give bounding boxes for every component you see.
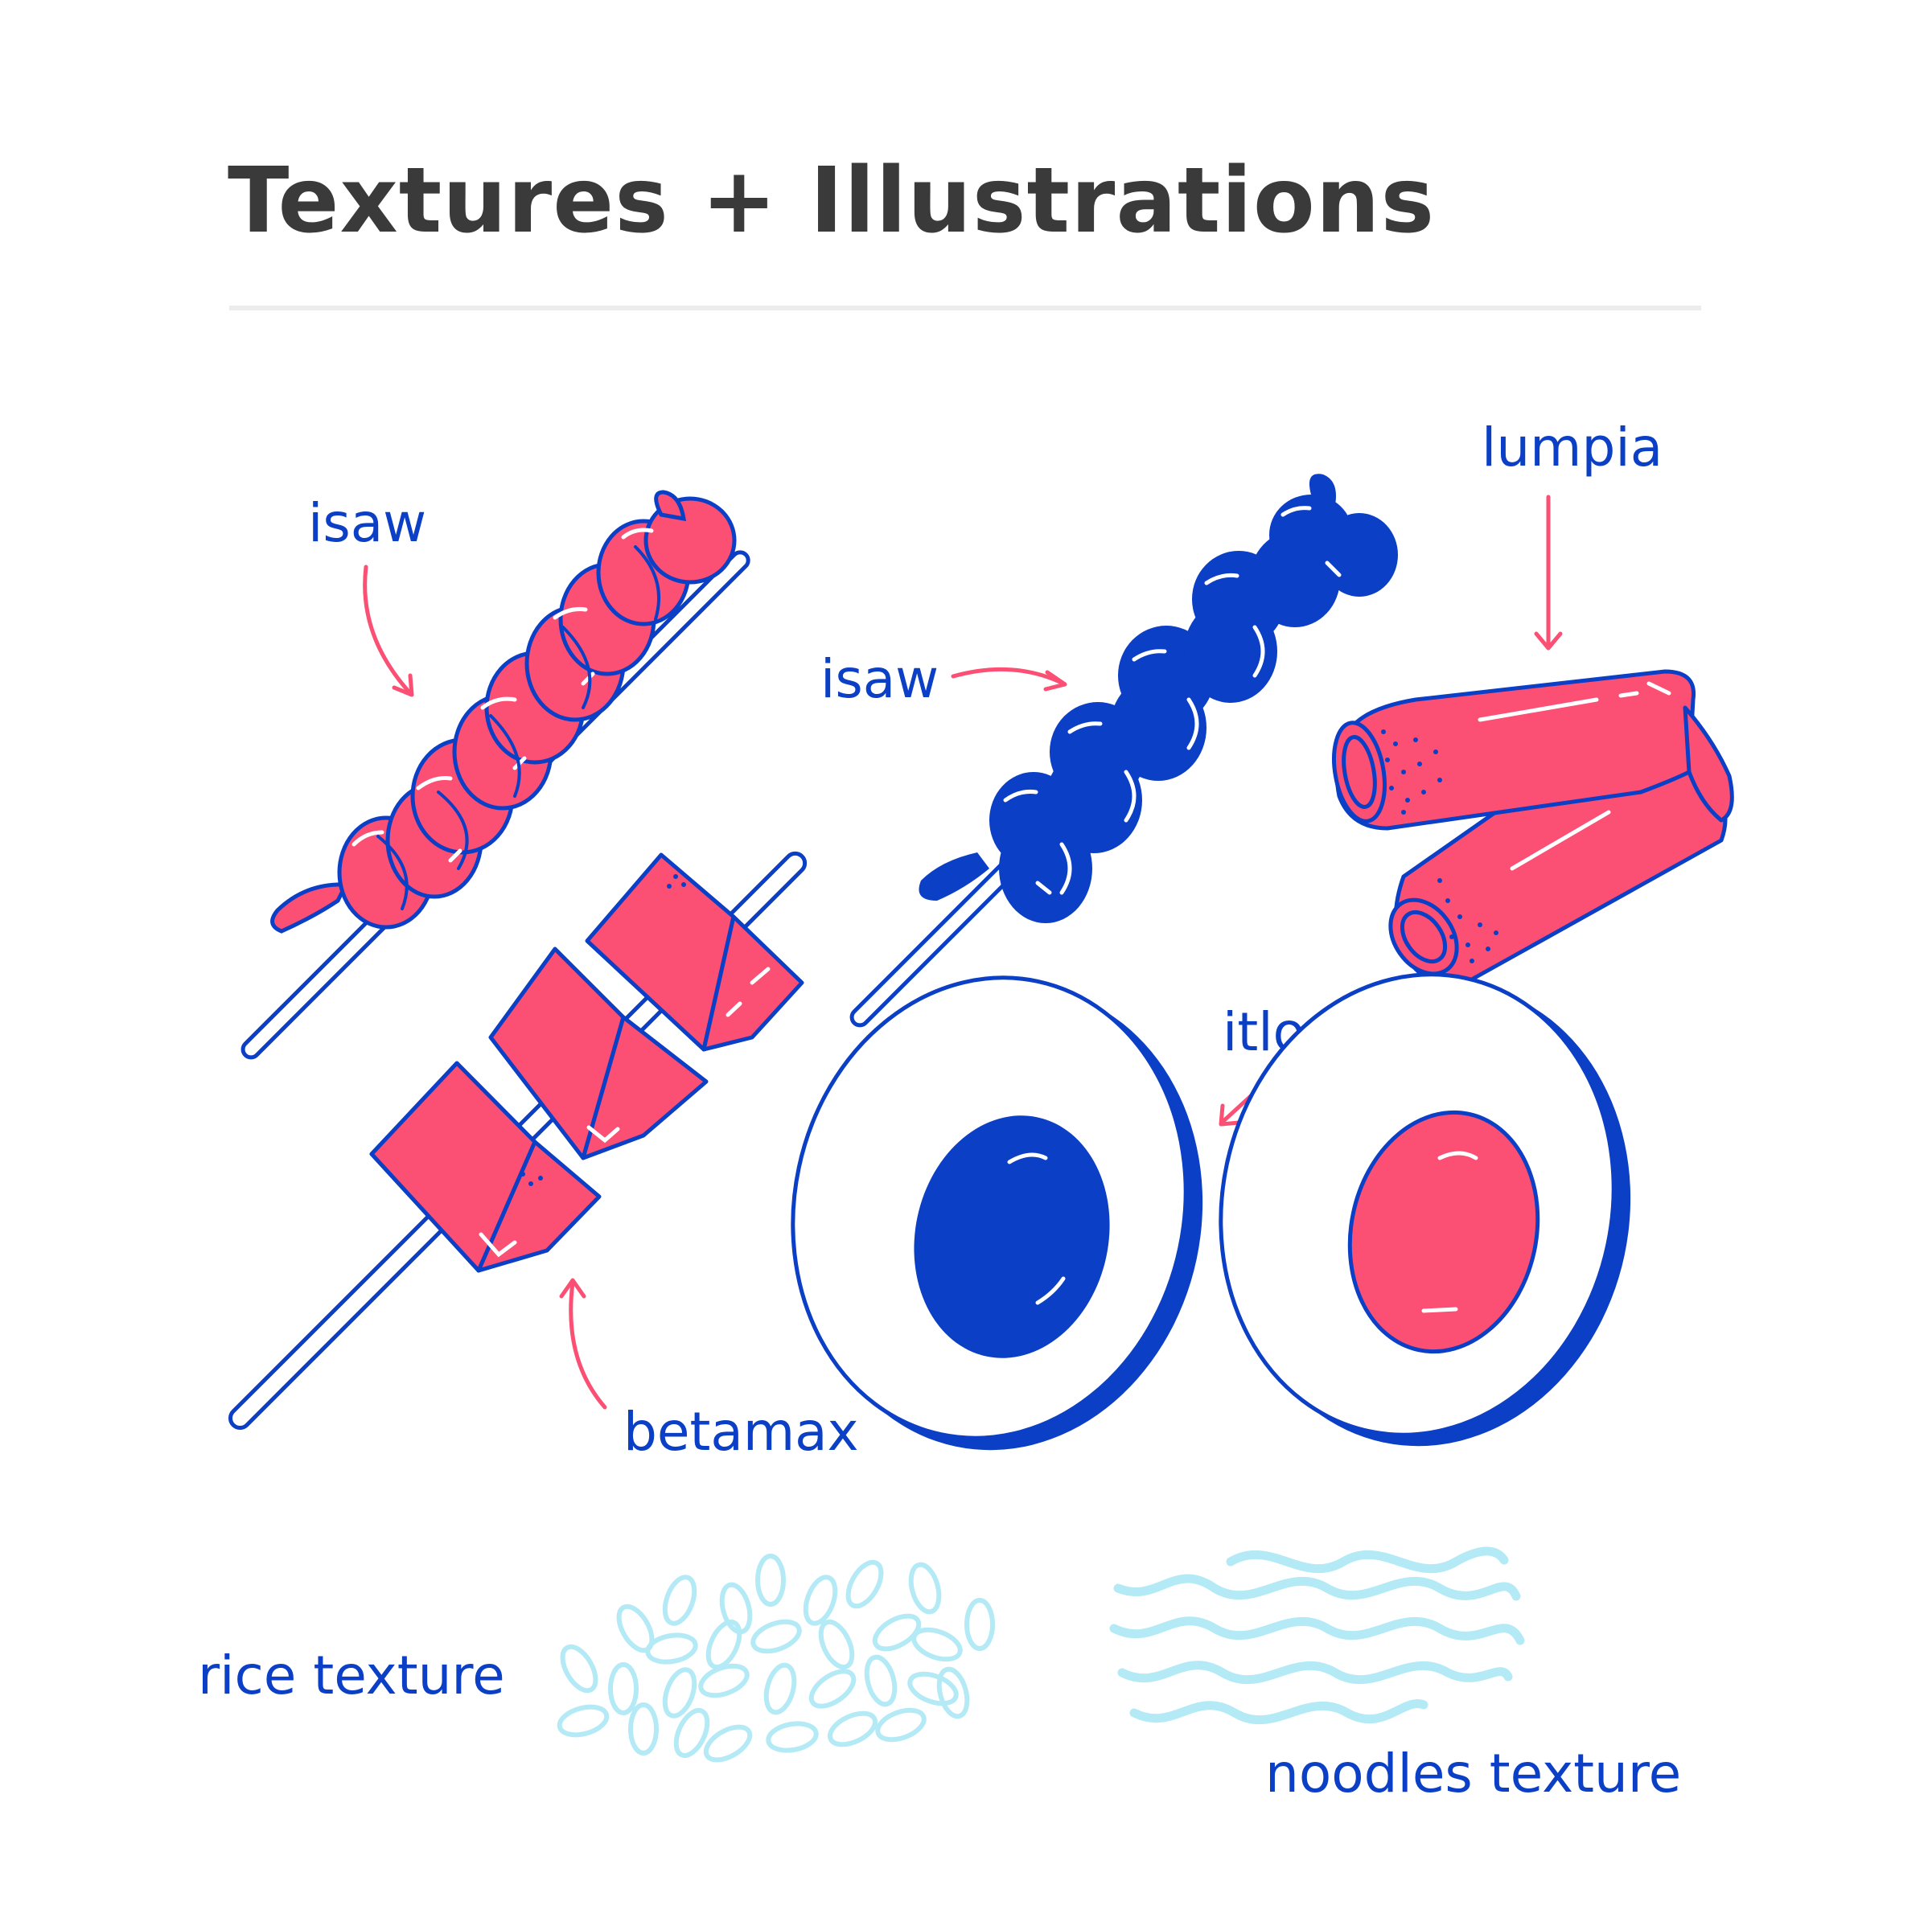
label-rice-texture: rice texture — [198, 1645, 505, 1706]
label-lumpia: lumpia — [1482, 417, 1663, 478]
pink-arrow-icon — [363, 565, 414, 697]
isaw-skewer-blue-icon — [849, 474, 1398, 1028]
title-divider — [229, 306, 1701, 310]
rice-texture-icon — [557, 1554, 995, 1763]
label-betamax: betamax — [623, 1401, 859, 1463]
pink-arrow-icon — [559, 1278, 607, 1410]
label-isaw-right: isaw — [820, 648, 939, 710]
label-noodles-texture: noodles texture — [1265, 1743, 1682, 1805]
pink-arrow-icon — [951, 667, 1067, 692]
label-isaw-left: isaw — [308, 492, 427, 554]
noodles-texture-icon — [1109, 1546, 1525, 1725]
page-title: Textures + Illustrations — [228, 149, 1436, 253]
itlog-blue-icon — [791, 975, 1203, 1451]
itlog-pink-icon — [1219, 972, 1631, 1447]
betamax-skewer-icon — [228, 851, 808, 1431]
lumpia-icon — [1332, 669, 1734, 988]
pink-arrow-icon — [1534, 495, 1563, 651]
isaw-skewer-pink-icon — [240, 490, 750, 1060]
